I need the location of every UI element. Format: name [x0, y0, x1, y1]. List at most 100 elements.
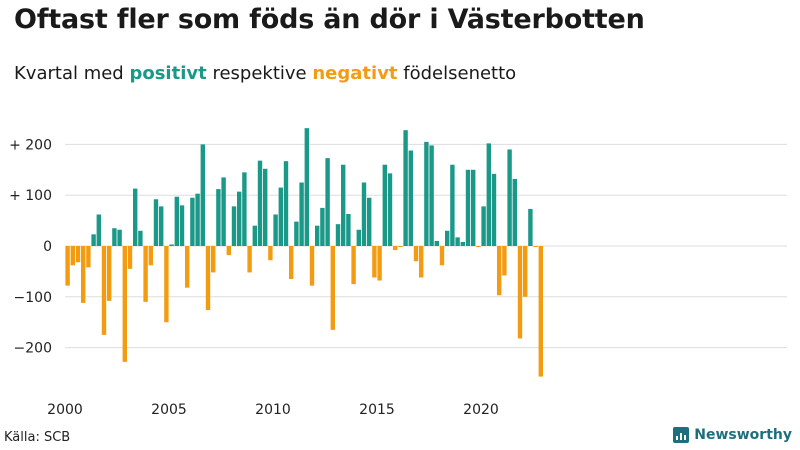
bar — [164, 246, 169, 323]
bar — [127, 246, 133, 269]
x-axis-ticks: 2000 2005 2010 2015 2020 — [47, 402, 499, 418]
bar — [372, 246, 377, 278]
bar — [91, 234, 96, 246]
bar — [419, 246, 424, 278]
x-tick-label: 2015 — [359, 402, 395, 418]
subtitle-middle: respektive — [212, 63, 307, 84]
bar — [75, 246, 81, 263]
bar — [361, 182, 367, 246]
y-axis-ticks: + 200 + 100 0 −100 −200 — [9, 137, 52, 356]
chart-subtitle: Kvartal med positivt respektive negativt… — [14, 63, 516, 84]
x-tick-label: 2005 — [151, 402, 187, 418]
bar — [393, 246, 398, 251]
bar — [138, 230, 143, 246]
chart-title: Oftast fler som föds än dör i Västerbott… — [14, 4, 645, 35]
x-tick-label: 2010 — [255, 402, 291, 418]
bar — [289, 246, 294, 280]
bar — [247, 246, 252, 273]
bar — [528, 208, 533, 246]
bar — [460, 241, 465, 246]
bar — [424, 141, 429, 246]
y-tick-label: + 100 — [9, 188, 52, 204]
bar — [205, 246, 211, 311]
bar — [476, 246, 481, 248]
bar — [325, 158, 330, 246]
bar — [382, 164, 387, 246]
bar — [169, 244, 174, 246]
y-tick-label: −100 — [14, 290, 52, 306]
bar — [304, 128, 309, 246]
bar — [413, 246, 419, 262]
bar — [133, 188, 138, 246]
bar — [445, 230, 450, 246]
y-tick-label: −200 — [14, 341, 52, 357]
bar — [242, 172, 247, 246]
bar — [96, 214, 101, 246]
bars — [65, 128, 543, 377]
bar-chart-icon — [673, 427, 690, 443]
bar — [465, 169, 471, 246]
bar — [283, 161, 289, 246]
bar — [351, 246, 356, 285]
bar — [398, 246, 403, 248]
bar — [517, 246, 523, 339]
bar — [346, 214, 351, 246]
source-note: Källa: SCB — [4, 430, 71, 445]
bar — [65, 246, 70, 286]
subtitle-suffix: födelsenetto — [403, 63, 517, 84]
bar — [195, 193, 200, 246]
bar — [486, 143, 491, 246]
bar — [491, 173, 497, 246]
bar — [159, 206, 164, 246]
bar — [190, 197, 195, 246]
bar — [377, 246, 382, 281]
bar — [70, 246, 75, 266]
bar — [533, 246, 538, 248]
bar — [122, 246, 127, 362]
bar — [278, 187, 283, 246]
brand-logo[interactable]: Newsworthy — [673, 427, 792, 443]
bar — [231, 206, 237, 246]
bar — [450, 164, 455, 246]
bar — [330, 246, 335, 330]
brand-name: Newsworthy — [694, 427, 792, 443]
bar — [174, 196, 179, 246]
bar — [268, 246, 273, 261]
bar — [502, 246, 507, 276]
bar — [117, 229, 122, 246]
bar — [81, 246, 86, 303]
bar — [221, 177, 226, 246]
bar — [408, 150, 413, 246]
bar — [497, 246, 502, 296]
bar — [335, 224, 341, 246]
bar — [455, 237, 460, 246]
bar — [439, 246, 445, 266]
subtitle-positive-word: positivt — [129, 63, 207, 84]
bar — [471, 169, 476, 246]
bar — [226, 246, 231, 256]
bar — [481, 206, 486, 246]
x-tick-label: 2020 — [463, 402, 499, 418]
bar — [512, 178, 517, 246]
bar — [107, 246, 112, 301]
bar — [507, 149, 512, 246]
bar — [263, 168, 268, 246]
bar — [309, 246, 315, 286]
bar — [367, 197, 372, 246]
bar — [252, 225, 257, 246]
bar — [299, 182, 304, 246]
bar — [523, 246, 528, 297]
bar — [429, 145, 434, 246]
bar — [211, 246, 216, 273]
bar — [185, 246, 190, 288]
x-tick-label: 2000 — [47, 402, 83, 418]
bar — [148, 246, 153, 266]
bar — [179, 205, 185, 246]
bar — [257, 160, 263, 246]
bar — [273, 214, 278, 246]
subtitle-negative-word: negativt — [312, 63, 398, 84]
y-tick-label: 0 — [43, 239, 52, 255]
bar — [143, 246, 148, 302]
bar — [112, 228, 117, 246]
